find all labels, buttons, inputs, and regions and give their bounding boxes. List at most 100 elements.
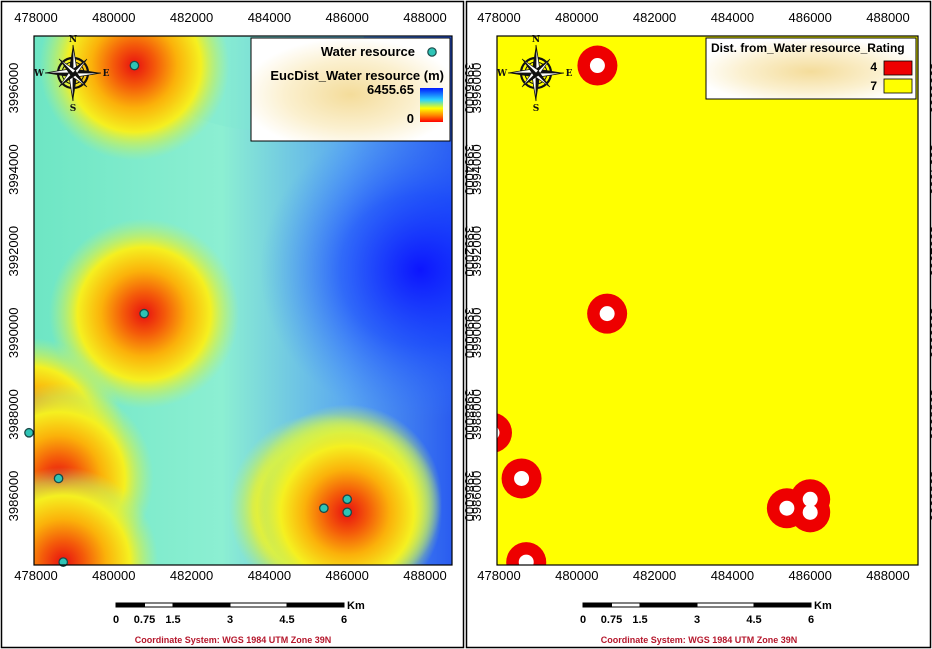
water-resource-point [24, 427, 34, 438]
scale-bar-label: 6 [341, 614, 347, 626]
y-tick-label: 3992000 [462, 226, 477, 277]
compass-letter: E [566, 69, 573, 79]
y-tick-label: 3986000 [469, 471, 484, 522]
x-tick-label: 484000 [248, 568, 291, 583]
compass-letter: W [496, 69, 508, 79]
x-tick-label: 484000 [248, 10, 291, 25]
scale-bar-label: 0 [113, 614, 119, 626]
x-tick-label: 484000 [711, 568, 754, 583]
y-tick-label: 3986000 [6, 471, 21, 522]
rating-4-zone [506, 542, 547, 565]
left-panel-frame [0, 0, 465, 649]
y-tick-label: 3994000 [462, 144, 477, 195]
legend-point-label: Water resource [321, 44, 415, 59]
compass-letter: N [532, 35, 540, 45]
scale-bar-label: 1.5 [632, 614, 647, 626]
legend-max-value: 6455.65 [367, 82, 414, 97]
legend-rating-title: Dist. from_Water resource_Rating [711, 41, 905, 55]
right-map-frame [496, 35, 919, 566]
y-tick-label: 3992000 [469, 226, 484, 277]
scale-bar-unit: Km [814, 600, 832, 612]
scale-bar-label: 0 [580, 614, 586, 626]
y-tick-label: 3990000 [462, 307, 477, 358]
water-resource-hole [497, 427, 500, 439]
water-resource-point [139, 308, 149, 319]
y-tick-label: 3996000 [462, 63, 477, 114]
scale-bar-unit: Km [347, 600, 365, 612]
x-tick-label: 480000 [555, 568, 598, 583]
y-tick-label: 3986000 [462, 471, 477, 522]
distance-halo [34, 467, 159, 565]
y-tick-label: 3996000 [469, 63, 484, 114]
x-tick-label: 482000 [170, 10, 213, 25]
x-tick-label: 482000 [633, 10, 676, 25]
x-tick-label: 482000 [633, 568, 676, 583]
water-resource-hole [518, 554, 534, 565]
legend-class-7-label: 7 [870, 79, 877, 93]
x-tick-label: 484000 [711, 10, 754, 25]
y-tick-label: 3992000 [6, 226, 21, 277]
water-resource-hole [802, 491, 818, 507]
y-tick-label: 3994000 [6, 144, 21, 195]
right-legend-box [705, 37, 917, 100]
water-resource-hole [514, 470, 530, 486]
water-resource-hole [802, 504, 818, 520]
scale-bar-label: 3 [694, 614, 700, 626]
scale-bar-label: 0.75 [134, 614, 155, 626]
x-tick-label: 486000 [789, 568, 832, 583]
legend-min-value: 0 [407, 111, 414, 126]
left-map-frame [33, 35, 453, 566]
legend-raster-title: EucDist_Water resource (m) [270, 68, 444, 83]
y-tick-label: 3990000 [469, 307, 484, 358]
north-arrow-icon: N S E W [33, 35, 110, 114]
x-tick-label: 478000 [477, 10, 520, 25]
distance-halo [252, 417, 443, 565]
legend-class-4-label: 4 [870, 60, 877, 74]
water-resource-hole [779, 500, 795, 516]
x-tick-label: 478000 [14, 568, 57, 583]
north-arrow-icon: N S E W [496, 35, 573, 114]
x-tick-label: 486000 [789, 10, 832, 25]
legend-class-7-swatch [883, 78, 913, 94]
water-resource-hole [589, 58, 605, 74]
rating-4-zone [497, 413, 512, 453]
y-tick-label: 3994000 [469, 144, 484, 195]
x-tick-label: 480000 [92, 568, 135, 583]
compass-letter: W [33, 69, 45, 79]
coordinate-system-label: Coordinate System: WGS 1984 UTM Zone 39N [601, 635, 798, 645]
compass-letter: N [69, 35, 77, 45]
y-tick-label: 3988000 [469, 389, 484, 440]
rating-raster [497, 36, 918, 565]
y-tick-label: 3990000 [6, 307, 21, 358]
legend-color-ramp [420, 88, 443, 122]
scale-bar: 0 0.75 1.5 3 4.5 6Km [113, 600, 365, 626]
y-tick-label: 3988000 [6, 389, 21, 440]
x-tick-label: 488000 [403, 568, 446, 583]
legend-point-symbol [427, 47, 437, 57]
x-tick-label: 486000 [326, 10, 369, 25]
y-tick-label: 3988000 [928, 389, 932, 440]
x-tick-label: 480000 [92, 10, 135, 25]
compass-letter: S [70, 104, 77, 114]
left-legend: Water resource EucDist_Water resource (m… [250, 37, 451, 142]
scale-bar-label: 4.5 [279, 614, 294, 626]
scale-bar-label: 6 [808, 614, 814, 626]
right-legend: Dist. from_Water resource_Rating 4 7 [705, 37, 917, 100]
water-resource-points [24, 60, 353, 567]
y-tick-label: 3986000 [928, 471, 932, 522]
right-panel-frame [465, 0, 932, 649]
scale-bar-label: 1.5 [165, 614, 180, 626]
y-tick-label: 3990000 [928, 307, 932, 358]
legend-class-4-swatch [883, 60, 913, 76]
scale-bar-label: 4.5 [746, 614, 761, 626]
water-resource-point [58, 557, 69, 567]
compass-letter: E [103, 69, 110, 79]
y-tick-label: 3996000 [6, 63, 21, 114]
water-resource-point [129, 60, 140, 71]
water-resource-point [53, 473, 64, 484]
x-tick-label: 480000 [555, 10, 598, 25]
water-resource-hole [599, 306, 615, 322]
water-resource-point [342, 494, 353, 505]
y-tick-label: 3996000 [928, 63, 932, 114]
scale-bar: 0 0.75 1.5 3 4.5 6Km [580, 600, 832, 626]
